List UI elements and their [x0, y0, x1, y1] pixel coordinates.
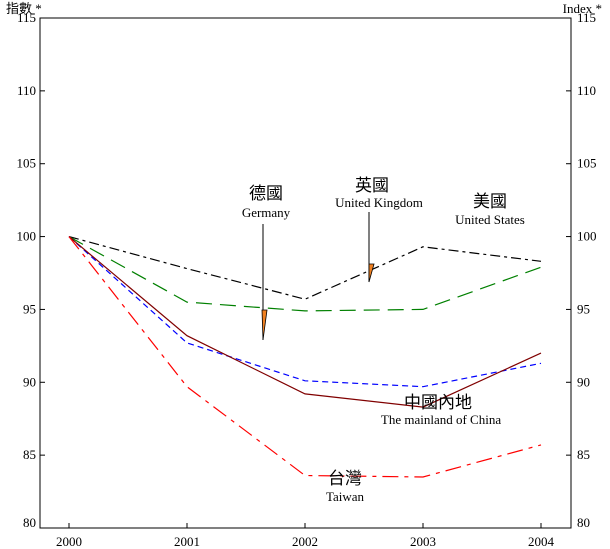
leader-germany — [261, 224, 268, 341]
label-germany: 德國 Germany — [242, 184, 291, 220]
label-us-zh: 美國 — [473, 192, 507, 212]
y-tick-label-left-115: 115 — [17, 10, 36, 25]
y-axis-left: 80 85 90 95 100 105 110 115 — [17, 10, 45, 530]
series-lines — [68, 236, 542, 478]
y-tick-label-left-110: 110 — [17, 83, 36, 98]
y-tick-label-left-95: 95 — [23, 301, 36, 316]
label-taiwan-zh: 台灣 — [328, 469, 362, 489]
plot-frame — [39, 17, 572, 529]
x-tick-label-2001: 2001 — [174, 534, 200, 549]
x-axis: 2000 2001 2002 2003 2004 — [56, 523, 555, 549]
y-tick-label-left-85: 85 — [23, 447, 36, 462]
y-tick-label-right-110: 110 — [577, 83, 596, 98]
leader-germany-arrowhead-icon — [261, 309, 268, 341]
x-tick-label-2002: 2002 — [292, 534, 318, 549]
label-united-states: 美國 United States — [455, 192, 525, 227]
label-uk-en: United Kingdom — [335, 195, 423, 210]
y-tick-label-right-95: 95 — [577, 301, 590, 316]
label-uk-zh: 英國 — [355, 176, 389, 196]
y-tick-label-left-100: 100 — [17, 229, 37, 244]
series-line-taiwan — [68, 236, 542, 478]
y-axis-label-left: 指數 * — [6, 1, 42, 16]
y-tick-label-right-90: 90 — [577, 374, 590, 389]
label-china-en: The mainland of China — [381, 412, 501, 427]
series-line-the-mainland-of-china — [68, 236, 542, 408]
y-tick-label-right-85: 85 — [577, 447, 590, 462]
y-tick-label-right-115: 115 — [577, 10, 596, 25]
label-germany-en: Germany — [242, 205, 291, 220]
leader-uk-arrowhead-icon — [368, 263, 375, 283]
y-tick-label-right-80: 80 — [577, 515, 590, 530]
label-mainland-china: 中國內地 The mainland of China — [381, 393, 501, 427]
y-axis-label-right: Index * — [563, 1, 602, 16]
y-tick-label-left-90: 90 — [23, 374, 36, 389]
label-germany-zh: 德國 — [249, 184, 283, 204]
y-tick-label-right-100: 100 — [577, 229, 597, 244]
leader-united-kingdom — [368, 212, 375, 283]
y-tick-label-left-80: 80 — [23, 515, 36, 530]
label-united-kingdom: 英國 United Kingdom — [335, 176, 423, 210]
label-china-zh: 中國內地 — [404, 393, 472, 413]
series-line-united-kingdom — [68, 236, 542, 312]
series-line-germany — [68, 236, 542, 388]
y-axis-right: 80 85 90 95 100 105 110 115 — [566, 10, 597, 530]
label-taiwan: 台灣 Taiwan — [326, 469, 365, 504]
x-tick-label-2000: 2000 — [56, 534, 82, 549]
label-us-en: United States — [455, 212, 525, 227]
y-tick-label-right-105: 105 — [577, 156, 597, 171]
x-tick-label-2004: 2004 — [528, 534, 555, 549]
x-tick-label-2003: 2003 — [410, 534, 436, 549]
label-taiwan-en: Taiwan — [326, 489, 365, 504]
series-line-united-states — [68, 236, 542, 300]
y-tick-label-left-105: 105 — [17, 156, 37, 171]
